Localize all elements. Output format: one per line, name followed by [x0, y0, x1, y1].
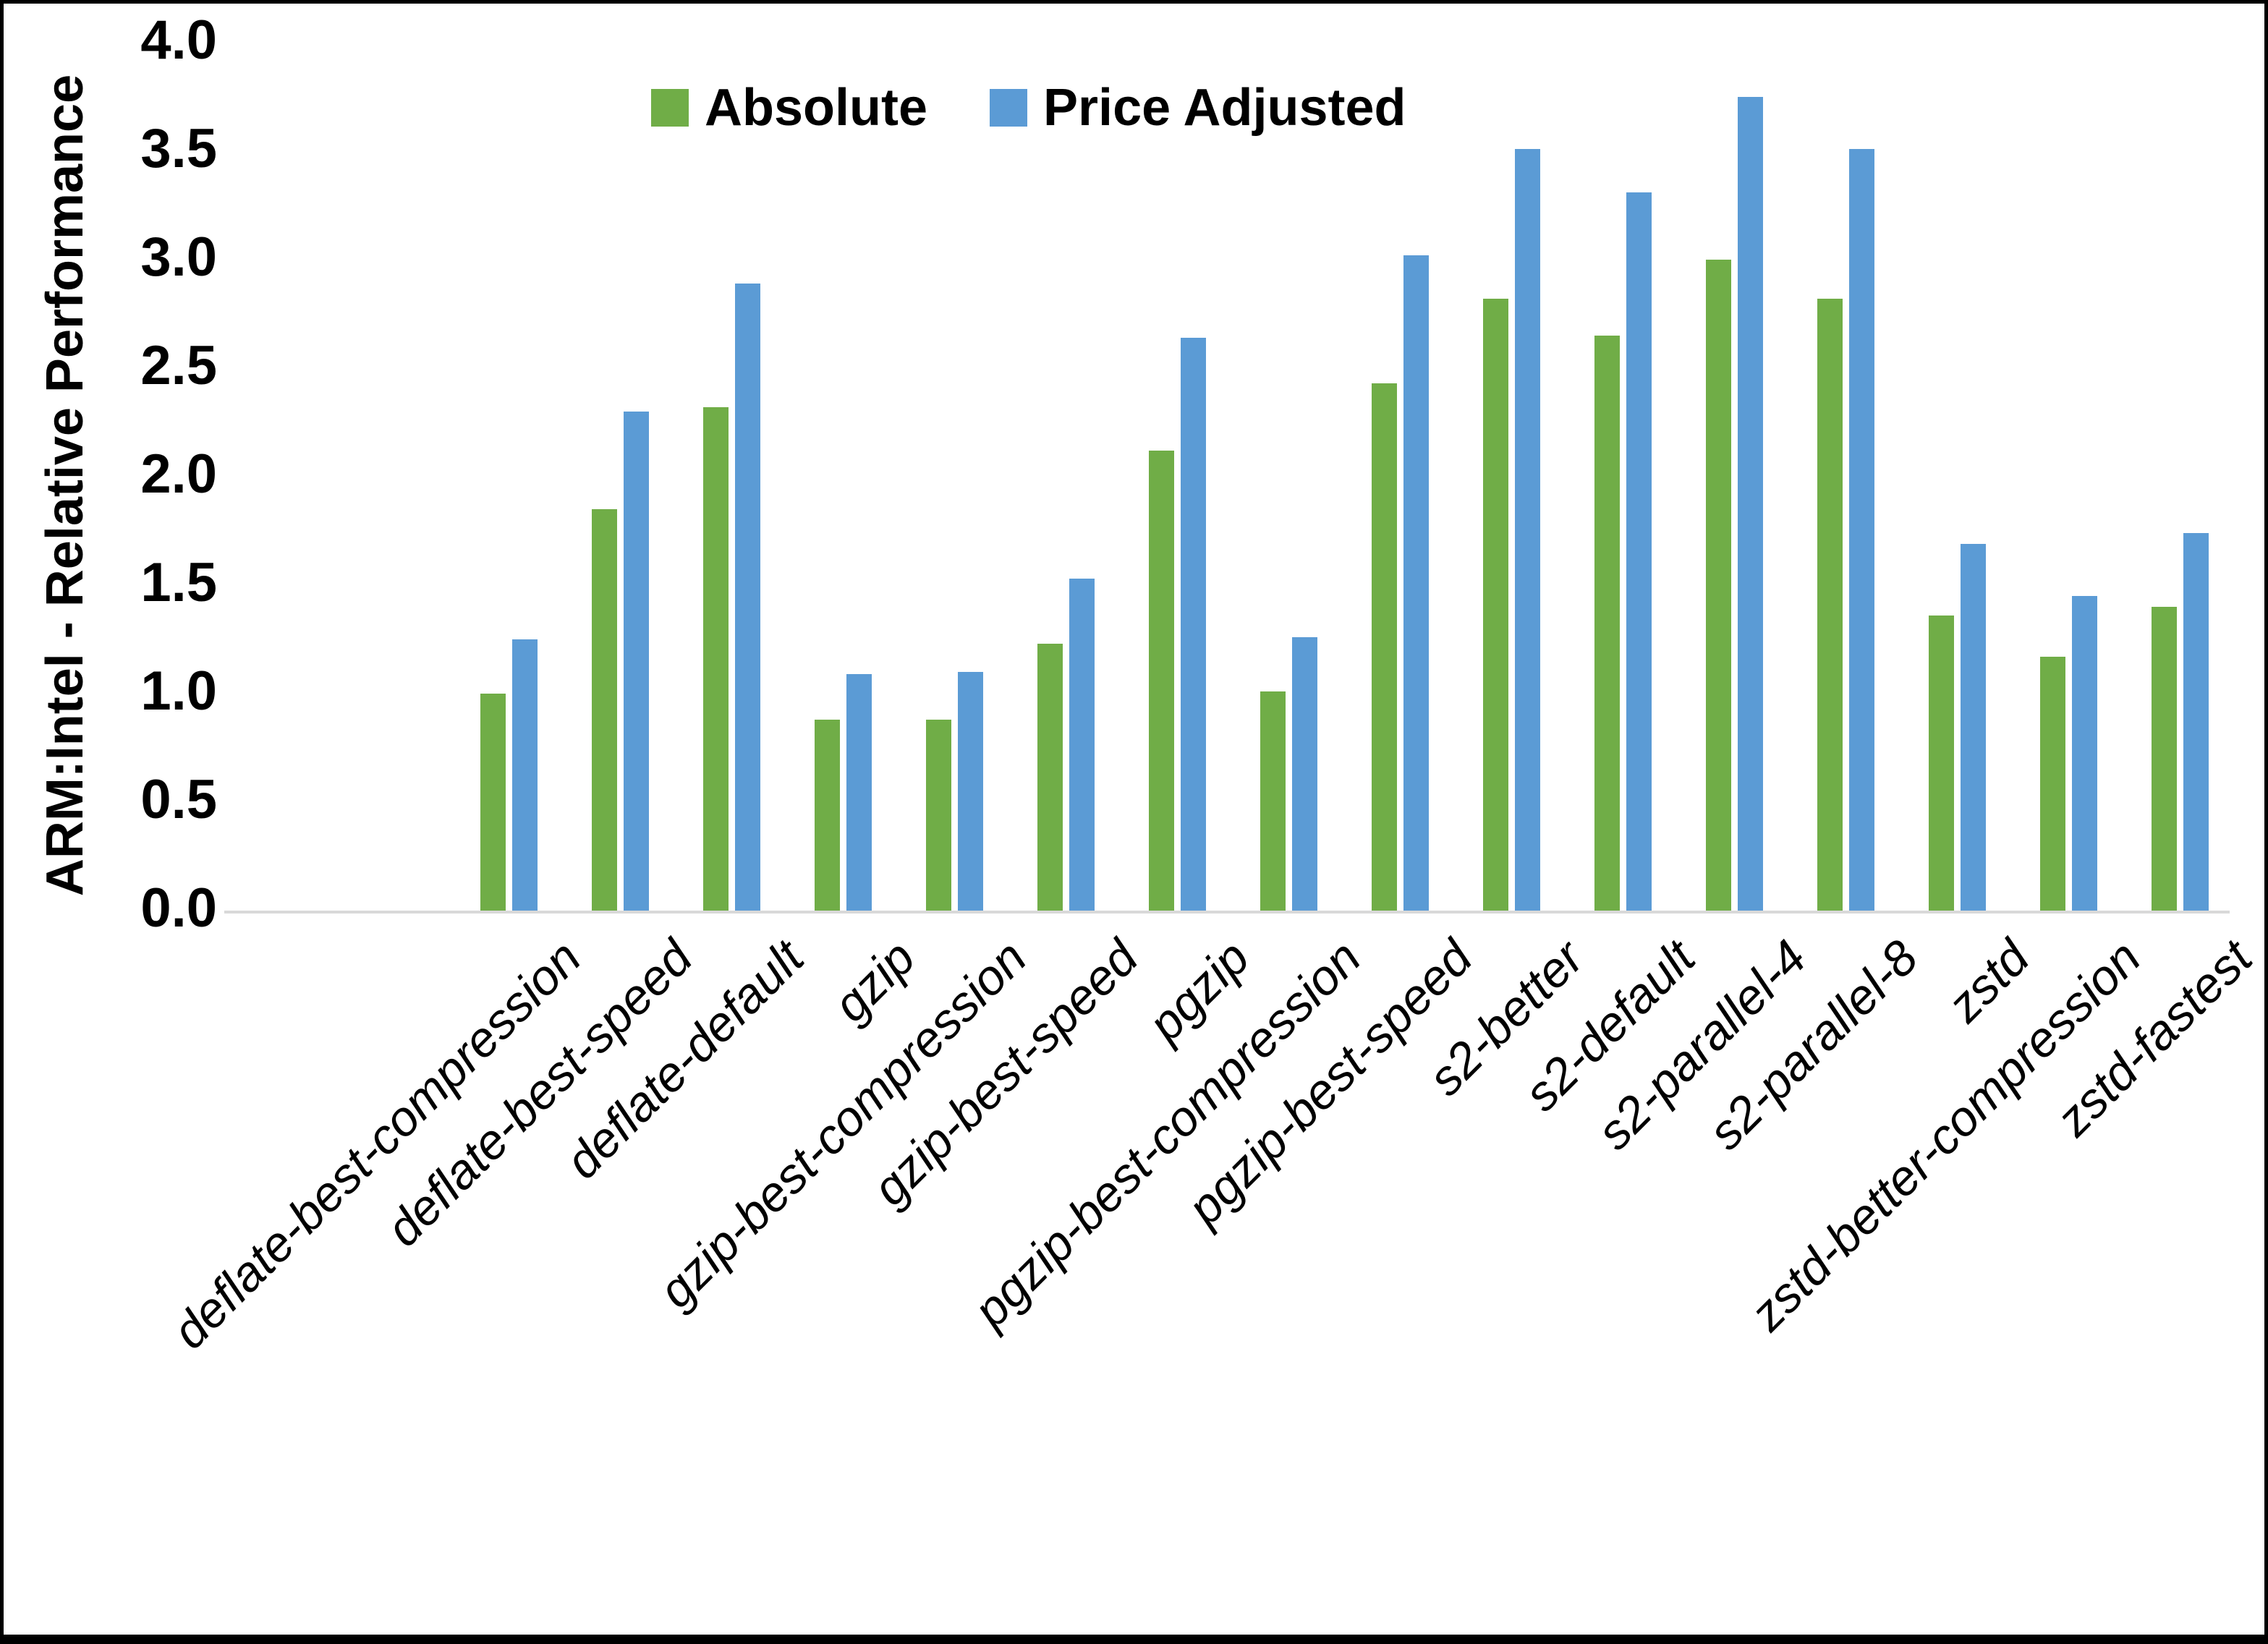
y-tick-label-1.0: 1.0 — [140, 660, 217, 723]
image-bottom-border — [0, 1635, 2268, 1644]
legend-item-absolute: Absolute — [651, 78, 927, 137]
legend-label-price-adjusted: Price Adjusted — [1043, 79, 1406, 137]
bar-price-adjusted-deflate-best-speed — [624, 412, 649, 911]
bar-price-adjusted-zstd — [1961, 544, 1986, 911]
bar-absolute-gzip-best-compression — [926, 720, 951, 911]
y-tick-label-3.0: 3.0 — [140, 226, 217, 289]
bar-absolute-deflate-best-compression — [480, 694, 506, 911]
x-axis-line — [224, 911, 2230, 913]
bar-absolute-gzip — [815, 720, 840, 911]
bar-price-adjusted-s2-parallel-8 — [1849, 149, 1874, 911]
y-tick-label-3.5: 3.5 — [140, 118, 217, 180]
bar-price-adjusted-gzip-best-compression — [958, 672, 983, 911]
bar-absolute-pgzip-best-speed — [1372, 383, 1397, 911]
bar-price-adjusted-pgzip-best-speed — [1403, 255, 1429, 911]
bar-absolute-deflate-best-speed — [592, 509, 617, 911]
y-tick-label-0.5: 0.5 — [140, 769, 217, 831]
legend-label-absolute: Absolute — [705, 79, 928, 137]
y-tick-label-2.5: 2.5 — [140, 335, 217, 397]
bar-absolute-zstd-fastest — [2152, 607, 2177, 911]
bar-price-adjusted-s2-better — [1515, 149, 1540, 911]
bar-price-adjusted-s2-default — [1626, 192, 1652, 911]
bar-price-adjusted-zstd-fastest — [2183, 533, 2209, 911]
x-axis-labels: deflate-best-compression deflate-best-spe… — [0, 929, 2268, 1638]
bar-absolute-deflate-default — [703, 407, 729, 911]
legend-item-price-adjusted: Price Adjusted — [990, 78, 1406, 137]
y-tick-label-2.0: 2.0 — [140, 443, 217, 506]
bar-absolute-pgzip — [1149, 451, 1174, 911]
plot-area — [480, 97, 2209, 911]
bar-price-adjusted-gzip-best-speed — [1069, 579, 1095, 911]
bar-absolute-zstd-better-compression — [2040, 657, 2065, 911]
bar-price-adjusted-gzip — [846, 674, 872, 911]
legend-swatch-price-adjusted-icon — [990, 89, 1028, 127]
chart-legend: Absolute Price Adjusted — [651, 78, 1406, 137]
legend-swatch-absolute-icon — [651, 89, 689, 127]
bar-absolute-gzip-best-speed — [1037, 644, 1063, 911]
bar-price-adjusted-zstd-better-compression — [2072, 596, 2097, 911]
bar-absolute-pgzip-best-compression — [1260, 691, 1286, 911]
bar-price-adjusted-pgzip-best-compression — [1292, 637, 1317, 911]
bar-absolute-zstd — [1929, 616, 1954, 911]
bar-price-adjusted-s2-parallel-4 — [1738, 97, 1763, 911]
bar-price-adjusted-deflate-best-compression — [512, 639, 538, 911]
y-tick-label-1.5: 1.5 — [140, 552, 217, 614]
y-tick-label-0.0: 0.0 — [140, 877, 217, 940]
bar-price-adjusted-deflate-default — [735, 284, 760, 911]
bar-absolute-s2-better — [1483, 299, 1508, 911]
y-tick-label-4.0: 4.0 — [140, 9, 217, 72]
bar-absolute-s2-parallel-8 — [1817, 299, 1843, 911]
bar-absolute-s2-default — [1594, 336, 1620, 911]
bar-absolute-s2-parallel-4 — [1706, 260, 1731, 911]
bar-price-adjusted-pgzip — [1181, 338, 1206, 911]
